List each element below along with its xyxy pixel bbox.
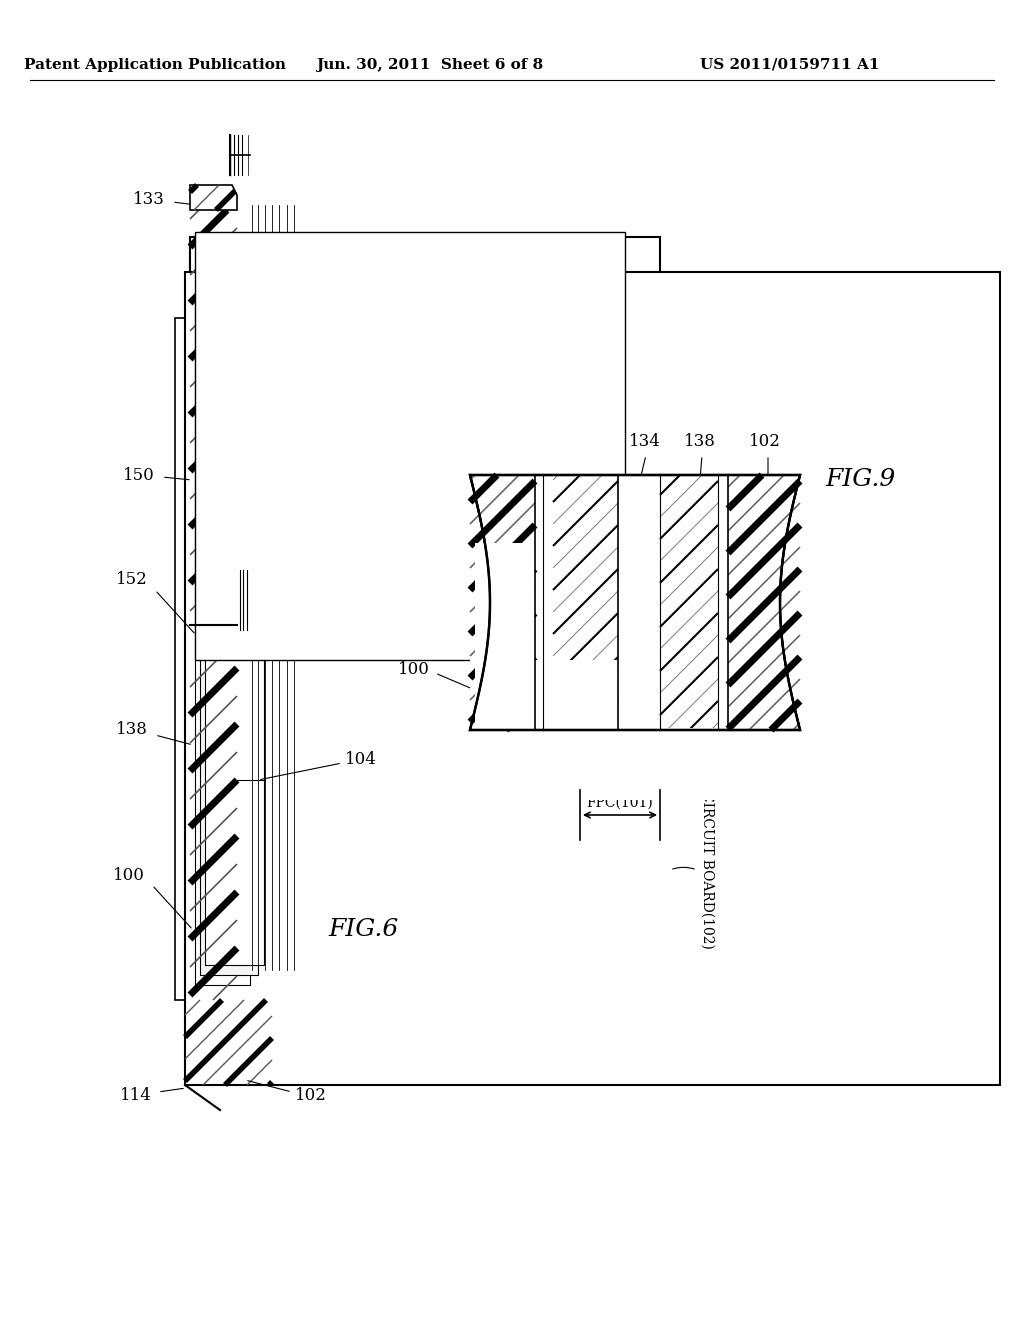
Bar [205,288,264,965]
Text: FIG.6: FIG.6 [328,919,398,941]
Text: 133: 133 [471,433,503,450]
Bar [475,729,718,730]
Bar [475,618,553,730]
Text: 102: 102 [750,433,781,450]
Text: CIRCUIT BOARD(102): CIRCUIT BOARD(102) [700,791,714,949]
Bar [190,238,210,624]
Text: 100: 100 [398,661,430,678]
Text: 152: 152 [117,572,148,589]
Text: 104: 104 [345,751,377,768]
Bar [470,535,475,730]
Bar [195,232,625,660]
Text: FIG.9: FIG.9 [825,469,895,491]
Text: 114: 114 [120,1086,152,1104]
Text: 100: 100 [113,866,145,883]
Text: 152: 152 [594,433,626,450]
Text: 134: 134 [629,433,660,450]
Bar [475,718,660,730]
Text: 152: 152 [398,561,430,578]
Text: 134: 134 [345,367,377,384]
Bar [190,238,660,1001]
Text: Patent Application Publication: Patent Application Publication [24,58,286,73]
Bar [185,272,1000,1085]
Text: 138: 138 [684,433,716,450]
Bar [475,660,618,730]
Text: FPC(101): FPC(101) [587,796,653,810]
Text: 138: 138 [116,722,148,738]
Text: Jun. 30, 2011  Sheet 6 of 8: Jun. 30, 2011 Sheet 6 of 8 [316,58,544,73]
Bar [475,730,728,800]
Text: 154: 154 [345,577,377,594]
Text: 150: 150 [123,466,155,483]
Text: US 2011/0159711 A1: US 2011/0159711 A1 [700,58,880,73]
Text: 133: 133 [133,191,165,209]
Bar [475,543,535,730]
Polygon shape [470,475,800,730]
Polygon shape [190,185,237,210]
Bar [175,318,242,1001]
Bar [200,294,258,975]
Text: 130: 130 [345,276,377,293]
Text: 150: 150 [524,433,556,450]
Text: 102: 102 [295,1086,327,1104]
Bar [195,302,250,985]
